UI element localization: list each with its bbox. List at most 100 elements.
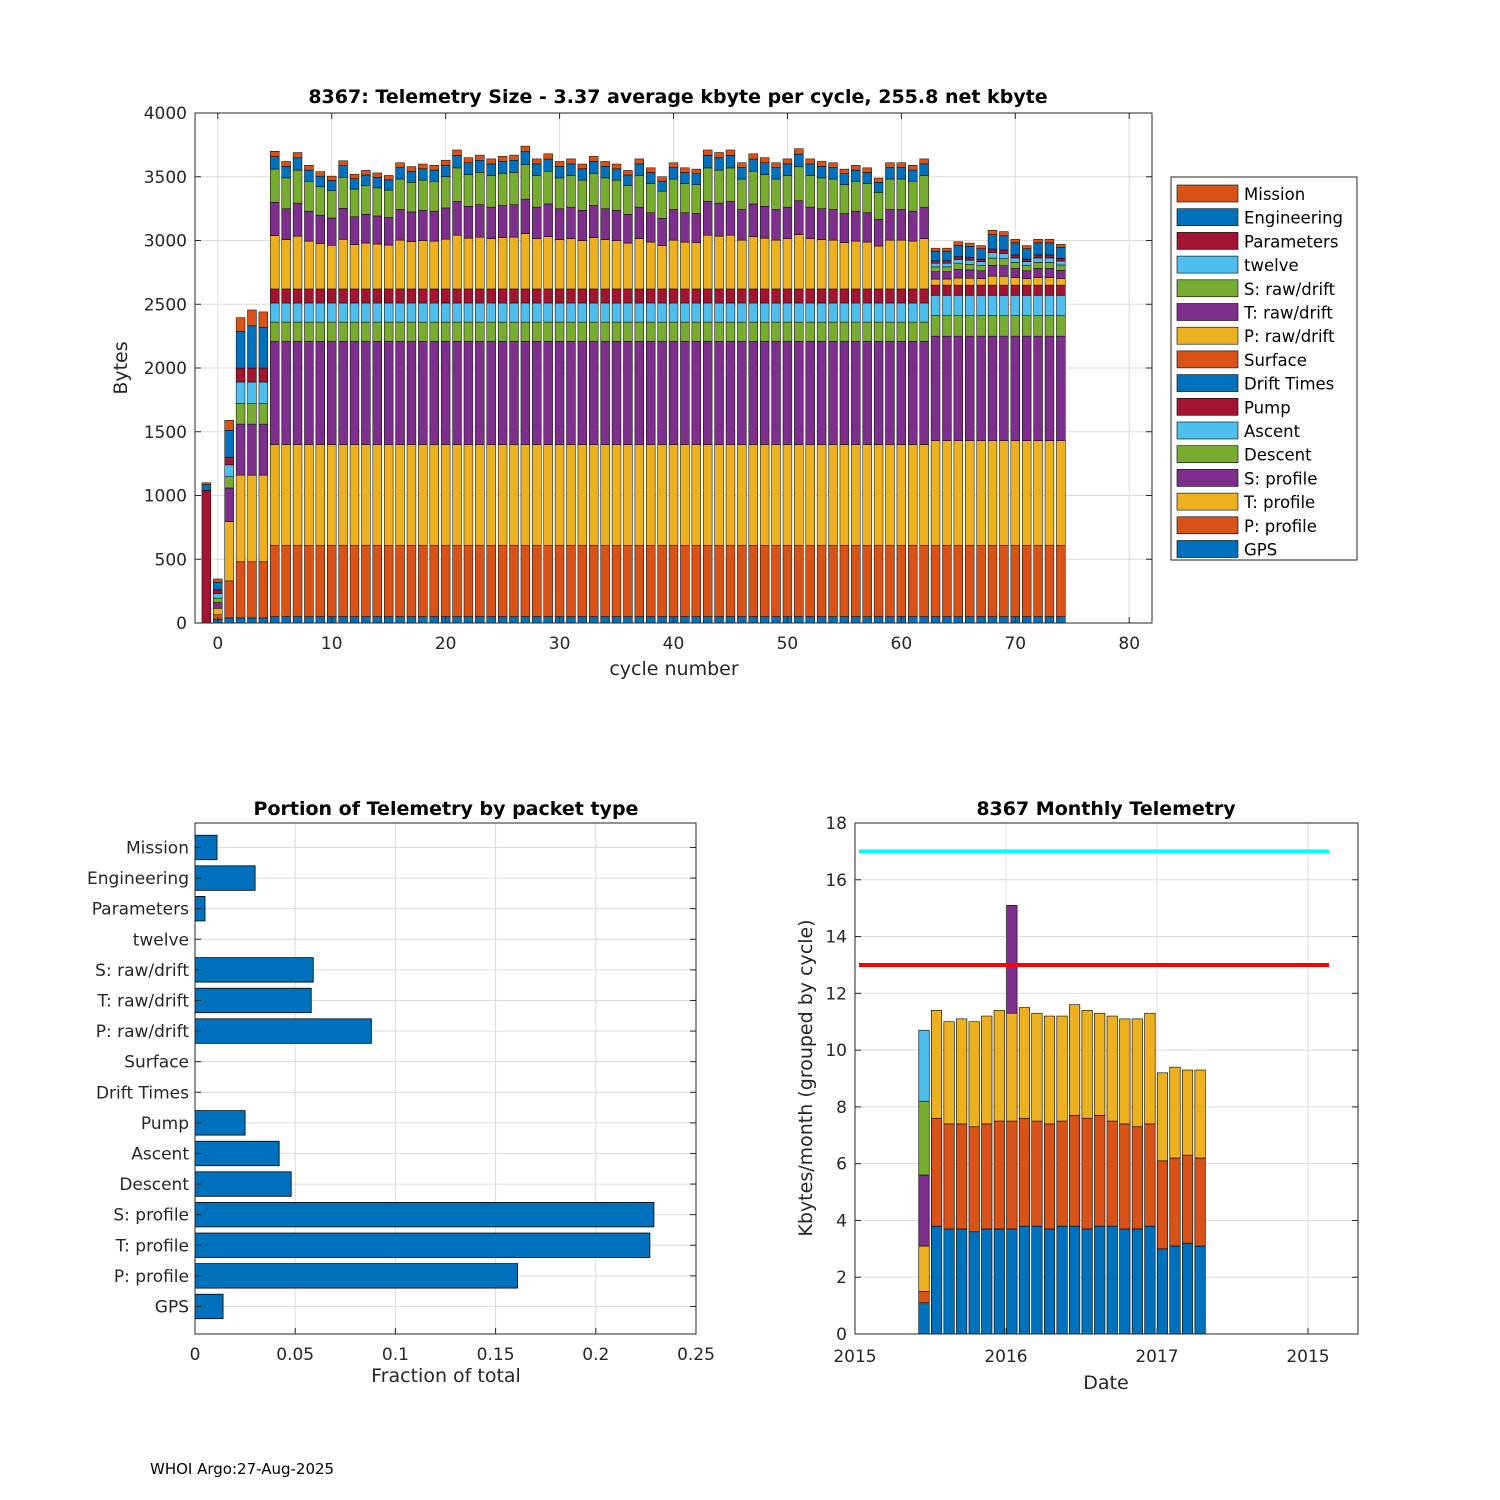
top-ytick-label-2000: 2000 xyxy=(144,359,187,379)
top-bar-c37-engineering xyxy=(634,163,645,176)
top-bar-c62-engineering xyxy=(919,163,929,176)
legend-label-twelve: twelve xyxy=(1244,256,1299,275)
top-bar-c28-sprofile xyxy=(532,340,542,445)
top-bar-c18-tprofile xyxy=(418,444,428,546)
monthly-bar-7-seg-3 xyxy=(1006,905,1018,1014)
monthly-bar-10-seg-0 xyxy=(1043,1228,1056,1335)
top-bar-c42-prawdrift xyxy=(691,242,701,290)
top-bar-c36-gps xyxy=(623,616,633,624)
top-bar-c67-tprofile xyxy=(976,440,986,546)
top-bar-c48-sprofile xyxy=(759,340,770,445)
top-bar-c16-sprofile xyxy=(395,340,405,445)
top-bar-c50-pump xyxy=(782,288,793,304)
top-bar-c72-ascent xyxy=(1033,295,1043,316)
top-bar-c22-descent xyxy=(463,321,474,342)
top-bar-c20-mission xyxy=(440,159,451,166)
top-xtick-label-10: 10 xyxy=(321,634,343,654)
top-bar-c17-prawdrift xyxy=(406,241,417,290)
monthly-bar-6-seg-2 xyxy=(993,1010,1005,1122)
top-bar-c61-pump xyxy=(908,288,918,304)
top-bar-c33-gps xyxy=(589,616,599,624)
top-bar-c64-twelve xyxy=(942,262,952,268)
top-bar-c51-prawdrift xyxy=(794,234,804,290)
top-bar-c30-pprofile xyxy=(554,544,565,617)
top-bar-c50-descent xyxy=(782,321,793,342)
top-bar-c44-prawdrift xyxy=(714,235,724,290)
top-bar-c22-engineering xyxy=(463,162,474,175)
top-bar-c51-tprofile xyxy=(794,444,804,546)
top-bar-c65-ascent xyxy=(953,295,964,316)
top-xtick-label-40: 40 xyxy=(663,634,685,654)
monthly-bar-19-seg-1 xyxy=(1156,1160,1168,1250)
top-bar-c25-descent xyxy=(497,321,508,342)
top-bar-c65-trawdrift xyxy=(953,269,964,279)
top-bar-c15-prawdrift xyxy=(383,244,394,290)
top-bar-c44-sprofile xyxy=(714,340,724,445)
portion-xtick-label-2: 0.1 xyxy=(382,1345,409,1365)
top-bar-c9-prawdrift xyxy=(315,243,326,290)
top-bar-c12-pump xyxy=(349,288,360,304)
top-bar-c67-descent xyxy=(976,315,986,337)
top-bar-c48-gps xyxy=(759,616,770,624)
top-bar-c8-prawdrift xyxy=(304,240,314,290)
legend-swatch-trawdrift xyxy=(1176,303,1239,321)
portion-chart-ticks: 0 0.05 0.1 0.15 0.2 0.25 GPS P: profile T: profi… xyxy=(87,838,715,1365)
top-bar-c14-prawdrift xyxy=(372,243,382,290)
monthly-bar-0-seg-4 xyxy=(918,1100,930,1176)
top-bar-c65-mission xyxy=(953,241,964,246)
top-bar-c69-descent xyxy=(999,315,1009,337)
top-bar-c72-engineering xyxy=(1033,242,1043,256)
top-bar-c31-descent xyxy=(566,321,576,342)
top-bar-c44-pprofile xyxy=(714,544,724,617)
top-bar-c63-sprofile xyxy=(930,335,941,441)
top-bar-c65-sprofile xyxy=(953,335,964,441)
top-chart-legend[interactable]: Mission Engineering Parameters twelve S: raw… xyxy=(1170,176,1358,561)
top-bar-c11-gps xyxy=(338,616,348,624)
top-bar-c31-pump xyxy=(566,288,576,304)
top-bar-c49-engineering xyxy=(771,167,781,180)
top-bar-c11-mission xyxy=(338,160,348,167)
top-bar-c70-srawdrift xyxy=(1010,262,1020,269)
top-bar-c48-tprofile xyxy=(759,444,770,546)
top-bar-c4-mission xyxy=(258,311,269,328)
top-bar-c23-ascent xyxy=(475,302,485,323)
legend-swatch-surface xyxy=(1176,350,1239,369)
top-bar-c8-mission xyxy=(304,165,314,171)
top-bar-c42-tprofile xyxy=(691,444,701,546)
top-bar-c31-tprofile xyxy=(566,444,576,546)
top-bar-c46-mission xyxy=(737,162,747,168)
legend-swatch-srawdrift xyxy=(1176,279,1239,298)
top-bar-c68-pump xyxy=(987,284,998,296)
top-bar-c60-engineering xyxy=(896,167,907,180)
top-bar-c32-mission xyxy=(577,163,588,170)
top-bar-c7-pprofile xyxy=(292,544,303,617)
top-bar-c64-parameters xyxy=(942,260,952,264)
portion-ytick-label-drifttimes: Drift Times xyxy=(96,1083,189,1103)
monthly-bar-16-seg-0 xyxy=(1119,1228,1131,1335)
top-bar-c19-pprofile xyxy=(429,544,439,617)
top-bar-c9-pprofile xyxy=(315,544,326,617)
top-bar-c1-pump xyxy=(224,456,234,466)
top-bar-c60-trawdrift xyxy=(896,209,907,241)
top-bar-c62-ascent xyxy=(919,302,929,323)
top-bar-c68-mission xyxy=(987,230,998,235)
top-bar-c39-engineering xyxy=(657,180,667,192)
top-bar-c4-pprofile xyxy=(258,561,269,619)
top-bar-c17-descent xyxy=(406,321,417,342)
top-bar-c35-descent xyxy=(611,321,622,342)
top-bar-c19-gps xyxy=(429,616,439,624)
top-bar-c10-ascent xyxy=(327,302,337,323)
top-bar-c73-tprofile xyxy=(1044,440,1055,546)
portion-ytick-label-twelve: twelve xyxy=(133,930,189,950)
top-bar-c68-ascent xyxy=(987,295,998,316)
top-bar-c13-srawdrift xyxy=(361,185,371,215)
top-ytick-label-500: 500 xyxy=(155,550,187,570)
top-bar-c50-pprofile xyxy=(782,544,793,617)
top-bar-c28-pprofile xyxy=(532,544,542,617)
top-bar-c13-trawdrift xyxy=(361,214,371,244)
top-bar-c26-tprofile xyxy=(509,444,519,546)
top-bar-c46-sprofile xyxy=(737,340,747,445)
top-bar-c16-tprofile xyxy=(395,444,405,546)
top-bar-c12-trawdrift xyxy=(349,216,360,245)
top-xtick-label-80: 80 xyxy=(1118,634,1140,654)
